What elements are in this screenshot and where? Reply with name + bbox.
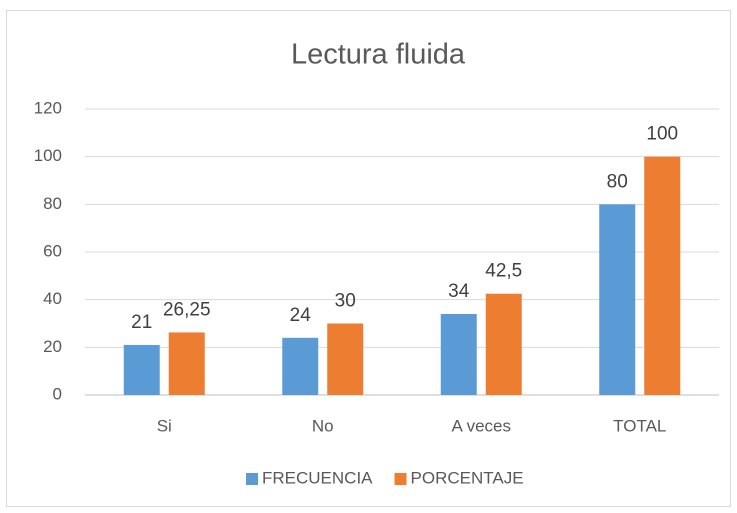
bar bbox=[168, 332, 205, 395]
bar bbox=[327, 323, 364, 395]
x-tick-label: Si bbox=[157, 416, 172, 435]
legend-swatch bbox=[246, 473, 258, 485]
legend-swatch bbox=[394, 473, 407, 485]
value-label: 42,5 bbox=[485, 261, 522, 282]
bar bbox=[599, 204, 636, 395]
bar bbox=[282, 337, 319, 395]
value-label: 21 bbox=[131, 312, 152, 333]
value-label: 24 bbox=[290, 305, 312, 326]
bar bbox=[485, 293, 522, 395]
legend-label: PORCENTAJE bbox=[411, 468, 524, 487]
value-label: 34 bbox=[448, 281, 470, 302]
y-tick-label: 20 bbox=[43, 337, 62, 356]
x-tick-label: TOTAL bbox=[613, 416, 666, 435]
y-tick-label: 80 bbox=[43, 194, 62, 213]
y-tick-label: 40 bbox=[43, 289, 62, 308]
bar bbox=[644, 156, 681, 395]
value-label: 26,25 bbox=[163, 299, 211, 320]
value-label: 80 bbox=[607, 171, 628, 192]
value-label: 30 bbox=[335, 291, 356, 312]
bar bbox=[440, 313, 477, 395]
y-tick-label: 60 bbox=[43, 241, 62, 260]
x-tick-label: No bbox=[312, 416, 334, 435]
y-tick-label: 0 bbox=[53, 384, 62, 403]
y-tick-label: 100 bbox=[34, 146, 62, 165]
y-tick-label: 120 bbox=[34, 98, 62, 117]
value-label: 100 bbox=[646, 124, 678, 145]
x-tick-label: A veces bbox=[451, 416, 511, 435]
bar bbox=[123, 344, 160, 395]
chart-title: Lectura fluida bbox=[291, 39, 466, 71]
legend-label: FRECUENCIA bbox=[262, 468, 373, 487]
